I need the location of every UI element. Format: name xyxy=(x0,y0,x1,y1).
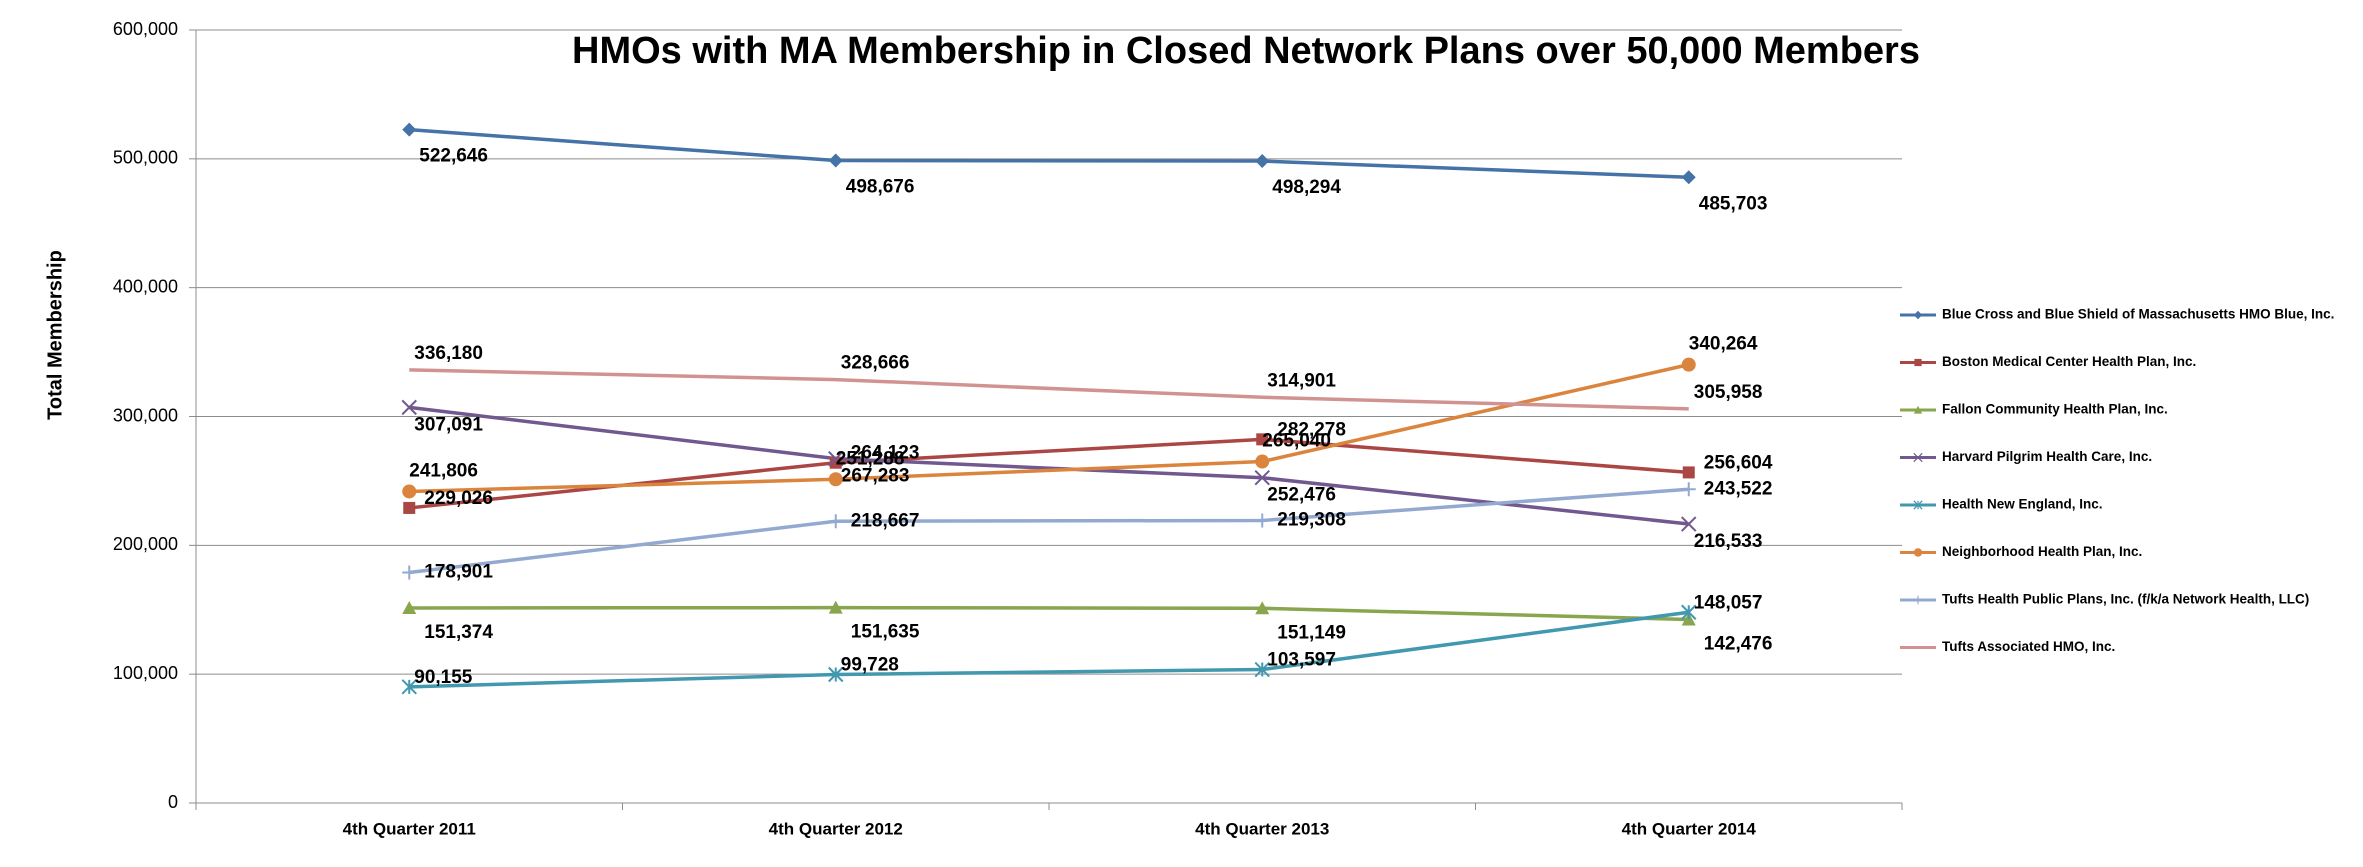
legend-label: Tufts Health Public Plans, Inc. (f/k/a N… xyxy=(1942,592,2309,607)
legend-label: Tufts Associated HMO, Inc. xyxy=(1942,639,2115,654)
y-tick-label: 600,000 xyxy=(113,19,178,39)
data-point xyxy=(1681,482,1696,497)
legend-marker xyxy=(1914,358,1922,367)
data-point xyxy=(828,472,843,487)
y-tick-label: 0 xyxy=(168,792,178,812)
series-line xyxy=(409,362,1690,494)
data-point xyxy=(828,514,843,529)
legend-label: Fallon Community Health Plan, Inc. xyxy=(1942,402,2168,417)
legend-marker xyxy=(1913,500,1923,510)
data-label: 522,646 xyxy=(419,146,488,167)
data-point xyxy=(829,456,842,469)
series-line xyxy=(409,437,1689,510)
data-point xyxy=(1254,470,1270,486)
data-label: 178,901 xyxy=(424,562,493,583)
x-tick-label: 4th Quarter 2011 xyxy=(343,819,476,838)
data-label: 148,057 xyxy=(1694,592,1763,613)
y-tick-label: 500,000 xyxy=(113,148,178,168)
series-line xyxy=(409,127,1689,180)
data-point xyxy=(1255,154,1270,169)
data-point xyxy=(402,484,417,499)
data-point xyxy=(402,565,417,580)
data-point xyxy=(828,600,843,614)
data-point xyxy=(1255,513,1270,528)
data-point xyxy=(403,501,416,514)
data-label: 99,728 xyxy=(841,655,899,676)
data-point xyxy=(402,600,417,614)
data-point xyxy=(1681,604,1697,620)
data-point xyxy=(1681,516,1697,532)
y-tick-label: 400,000 xyxy=(113,276,178,296)
y-tick-label: 200,000 xyxy=(113,534,178,554)
data-label: 103,597 xyxy=(1267,650,1336,671)
data-point xyxy=(1682,466,1695,479)
data-label: 151,149 xyxy=(1277,622,1346,643)
chart-title: HMOs with MA Membership in Closed Networ… xyxy=(572,30,1920,72)
y-axis-label: Total Membership xyxy=(44,250,66,420)
data-label: 151,374 xyxy=(424,622,493,643)
data-label: 328,666 xyxy=(841,353,910,374)
data-point xyxy=(1256,433,1269,446)
data-label: 336,180 xyxy=(414,343,483,364)
data-point xyxy=(828,153,843,168)
data-label: 216,533 xyxy=(1694,531,1763,552)
data-label: 265,040 xyxy=(1262,431,1331,452)
data-label: 282,278 xyxy=(1277,419,1346,440)
data-point xyxy=(828,666,844,683)
x-tick-label: 4th Quarter 2013 xyxy=(1195,819,1329,838)
data-point xyxy=(1254,661,1270,678)
data-label: 142,476 xyxy=(1704,633,1773,654)
data-label: 219,308 xyxy=(1277,509,1346,530)
y-tick-label: 100,000 xyxy=(113,663,178,683)
legend-marker xyxy=(1913,548,1923,557)
data-point xyxy=(1255,601,1270,615)
legend-marker xyxy=(1913,310,1923,320)
data-label: 267,283 xyxy=(841,466,910,487)
legend-label: Health New England, Inc. xyxy=(1942,497,2103,512)
data-label: 252,476 xyxy=(1267,485,1336,506)
series-line xyxy=(409,487,1689,575)
legend-marker xyxy=(1913,452,1923,463)
legend-marker xyxy=(1913,405,1923,414)
x-tick-label: 4th Quarter 2012 xyxy=(769,819,903,838)
data-point xyxy=(1255,454,1270,469)
legend-marker xyxy=(1913,595,1923,605)
data-label: 90,155 xyxy=(414,667,473,688)
data-point xyxy=(1681,170,1696,185)
data-label: 243,522 xyxy=(1704,478,1773,499)
data-label: 340,264 xyxy=(1689,334,1758,355)
data-label: 485,703 xyxy=(1699,193,1768,214)
data-label: 218,667 xyxy=(851,510,920,531)
data-point xyxy=(1681,357,1696,372)
data-point xyxy=(401,679,417,695)
x-tick-label: 4th Quarter 2014 xyxy=(1622,819,1757,838)
data-label: 256,604 xyxy=(1704,452,1773,473)
data-label: 241,806 xyxy=(409,460,478,481)
series-line xyxy=(409,368,1689,411)
series-line xyxy=(409,405,1689,526)
data-label: 151,635 xyxy=(851,622,920,643)
data-label: 314,901 xyxy=(1267,370,1336,391)
data-label: 251,288 xyxy=(836,448,905,469)
y-tick-label: 300,000 xyxy=(113,405,178,425)
series-line xyxy=(409,605,1689,622)
data-point xyxy=(401,399,417,416)
legend-label: Harvard Pilgrim Health Care, Inc. xyxy=(1942,449,2152,464)
data-label: 264,123 xyxy=(851,443,920,464)
data-label: 307,091 xyxy=(414,414,483,435)
data-label: 498,676 xyxy=(846,177,915,198)
legend-label: Blue Cross and Blue Shield of Massachuse… xyxy=(1942,307,2334,322)
data-label: 229,026 xyxy=(424,488,493,509)
data-point xyxy=(828,450,844,467)
data-label: 498,294 xyxy=(1272,177,1341,198)
series-line xyxy=(409,610,1689,689)
data-label: 305,958 xyxy=(1694,382,1763,403)
legend-label: Boston Medical Center Health Plan, Inc. xyxy=(1942,354,2196,369)
data-point xyxy=(402,122,417,137)
legend-label: Neighborhood Health Plan, Inc. xyxy=(1942,544,2142,559)
